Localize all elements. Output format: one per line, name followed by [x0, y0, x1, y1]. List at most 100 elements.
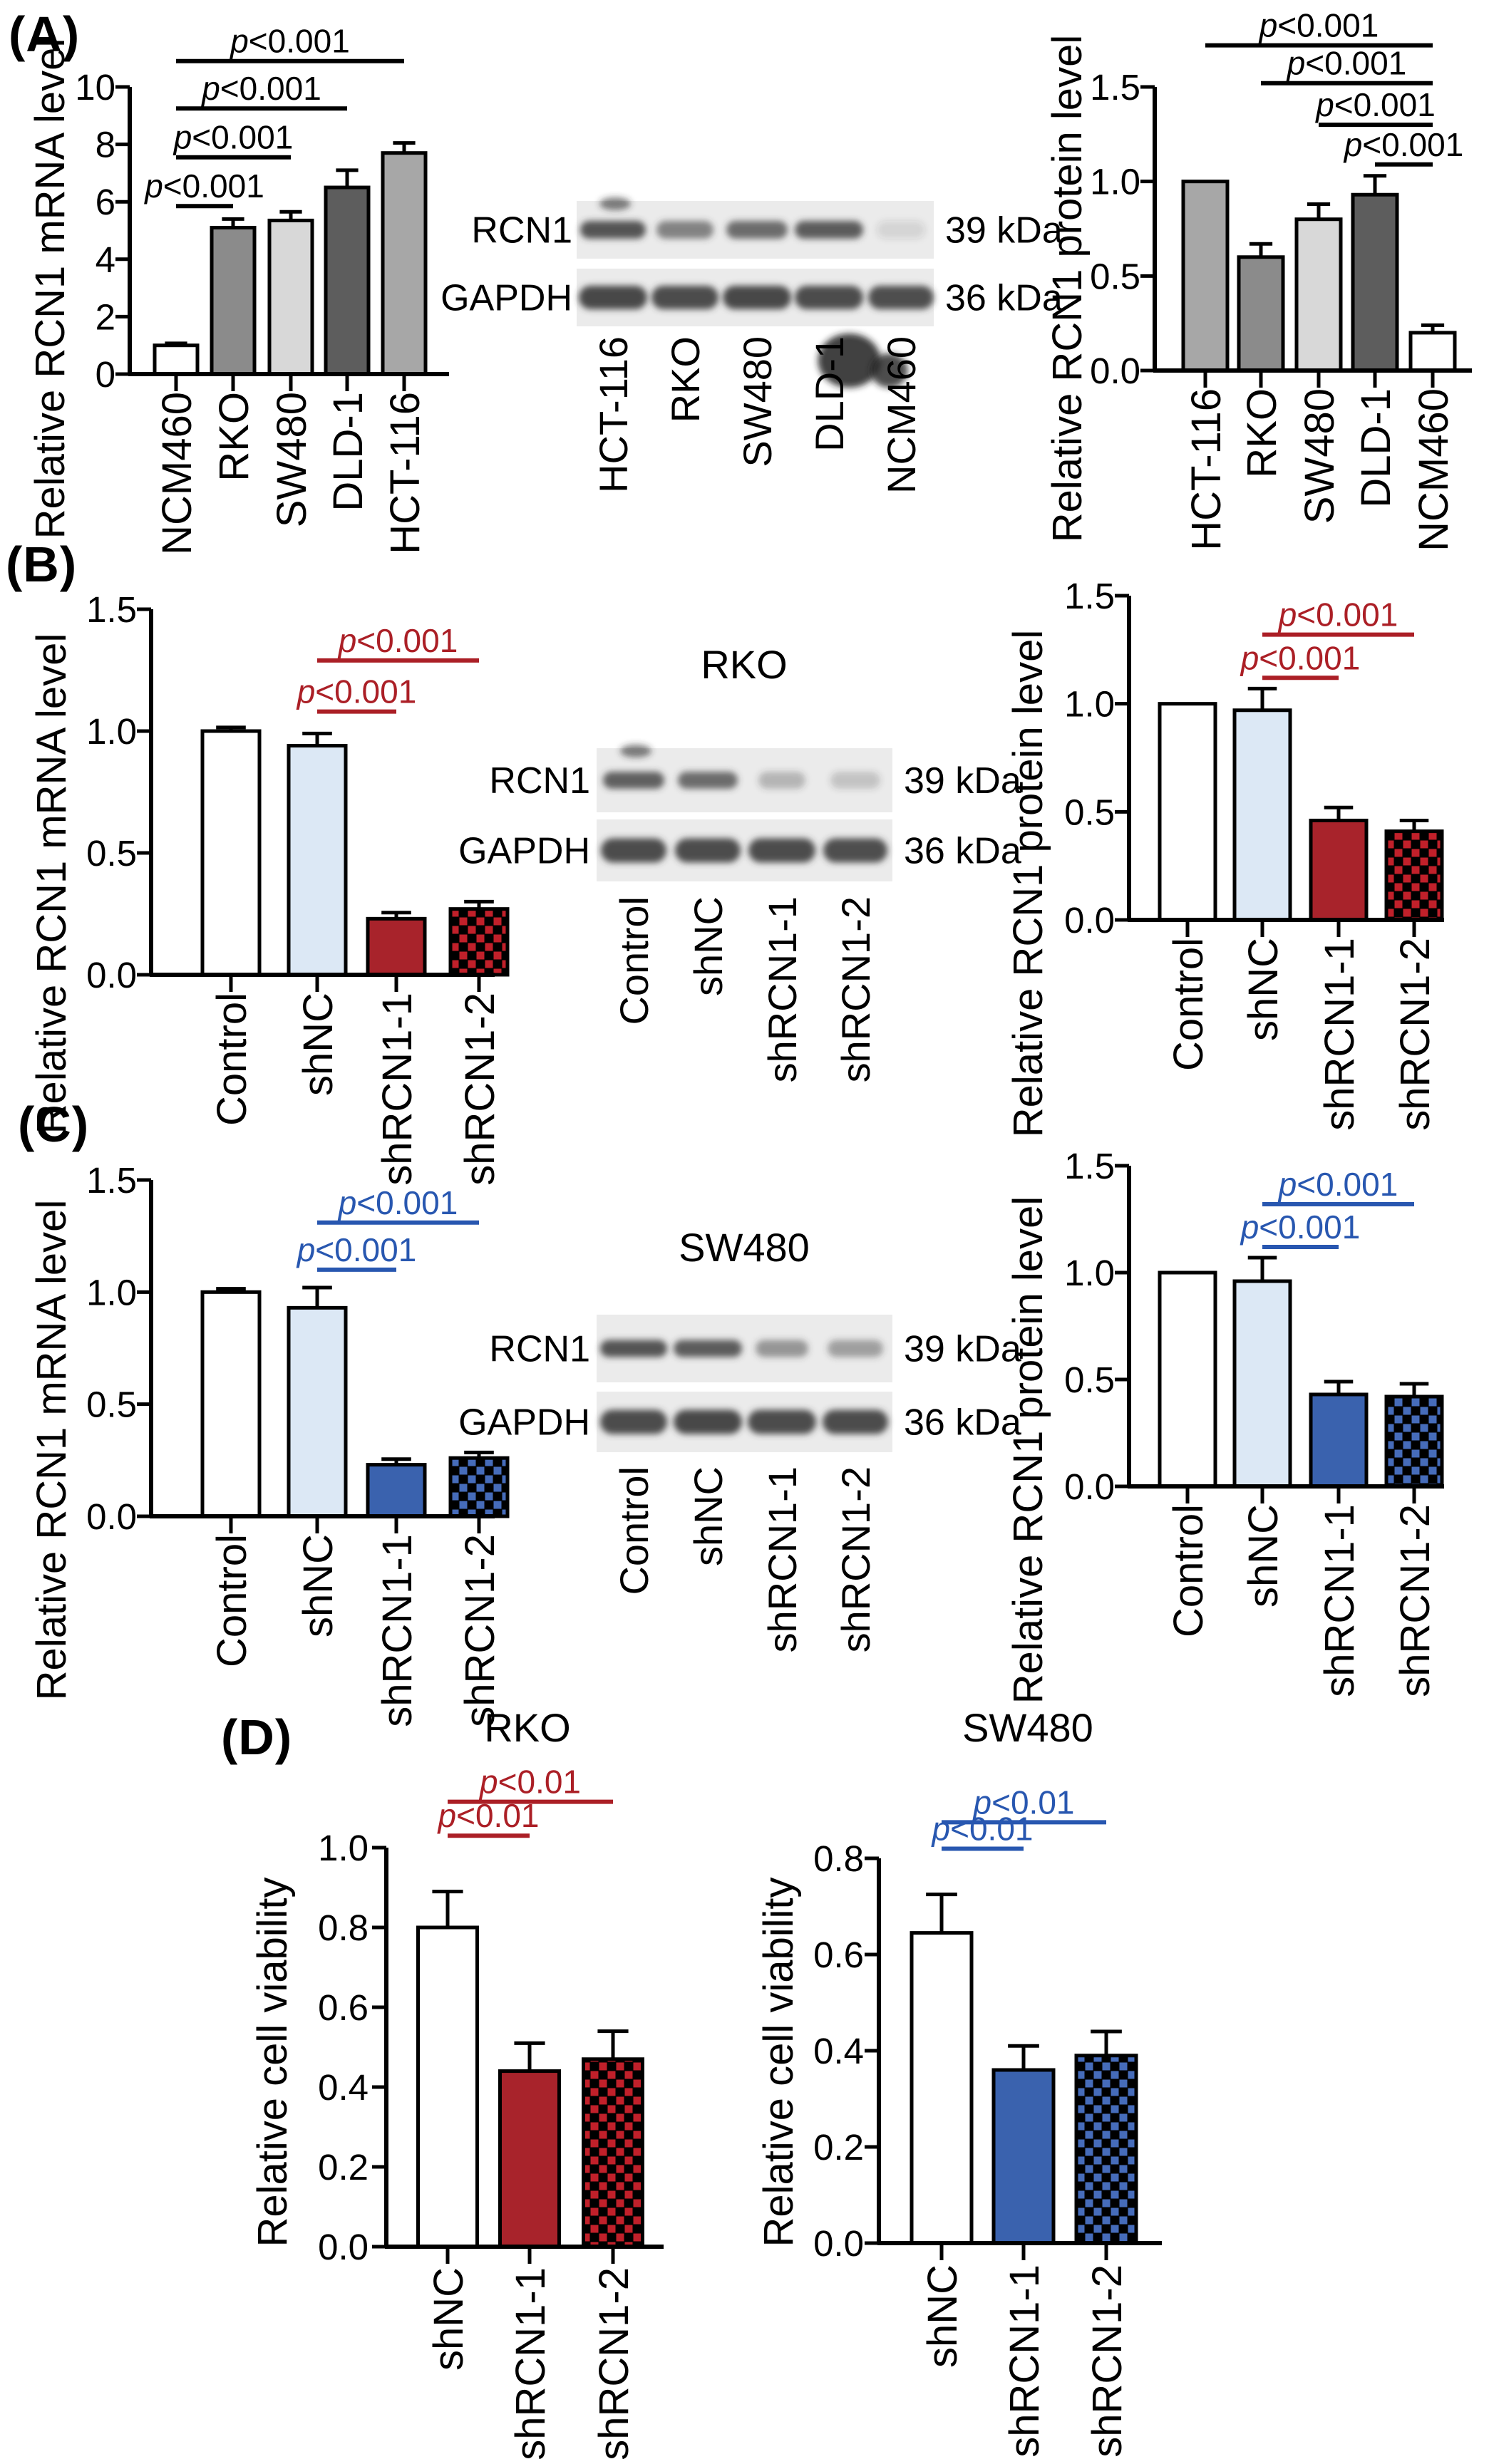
- western-blot-sw480: SW480 RCN1 39 kDa GAPDH 36 kDa Control shNC shR…: [458, 1225, 1021, 1652]
- y-tick-label: 1.0: [86, 1272, 137, 1313]
- x-category-label: Control: [209, 993, 255, 1126]
- bar-Control: [1158, 702, 1217, 922]
- x-category-label: Control: [209, 1534, 255, 1667]
- y-tick-label: 0.0: [1064, 1466, 1115, 1507]
- x-category-label: shRCN1-2: [1084, 2264, 1130, 2458]
- significance-label: p<0.001: [200, 70, 321, 107]
- x-category-label: SW480: [269, 392, 315, 527]
- bar-HCT-116: [381, 151, 428, 376]
- protein-label: GAPDH: [458, 1402, 590, 1444]
- y-axis-title: Relative RCN1 protein level: [1005, 630, 1051, 1137]
- bar-shRCN1-2: [1384, 1394, 1444, 1489]
- protein-band: [756, 1340, 808, 1357]
- blot-title: RKO: [701, 642, 787, 687]
- y-axis-title: Relative RCN1 mRNA level: [27, 38, 73, 539]
- x-category-label: shRCN1-1: [508, 2267, 554, 2460]
- bar-shRCN1-1: [498, 2069, 561, 2249]
- significance-label: p<0.001: [1314, 86, 1436, 123]
- bar-shRCN1-1: [366, 916, 427, 977]
- protein-band: [723, 286, 791, 309]
- chart-c-mrna-level: 0.0 0.5 1.0 1.5 Control shNC shRCN1-1 shRCN1-2 R…: [29, 1160, 510, 1727]
- bar-DLD-1: [324, 185, 371, 376]
- molecular-weight-label: 36 kDa: [904, 1402, 1021, 1444]
- protein-band: [748, 838, 815, 863]
- lane-label: shNC: [686, 1466, 731, 1566]
- protein-band: [600, 1409, 667, 1434]
- x-category-label: RKO: [1239, 388, 1285, 478]
- chart-d-viability-sw480: 0.0 0.2 0.4 0.6 0.8 shNC shRCN1-1 shRCN1-2 Relat…: [756, 1705, 1162, 2458]
- bar-shNC: [416, 1925, 479, 2249]
- x-category-label: shRCN1-1: [374, 1534, 421, 1727]
- y-tick-label: 0.4: [813, 2031, 864, 2071]
- molecular-weight-label: 39 kDa: [904, 1329, 1021, 1370]
- y-tick-label: 6: [96, 182, 115, 222]
- x-category-label: shRCN1-2: [1392, 1504, 1438, 1697]
- y-tick-label: 10: [75, 67, 115, 108]
- y-tick-label: 0.8: [318, 1907, 369, 1948]
- y-tick-label: 0.0: [1064, 900, 1115, 941]
- protein-band: [603, 772, 664, 789]
- western-blot-cell-lines: RCN1 39 kDa GAPDH 36 kDa HCT-116 RKO SW480 DLD-…: [440, 197, 1063, 494]
- lane-label: Control: [612, 1466, 656, 1595]
- y-tick-label: 1.0: [1064, 684, 1115, 725]
- protein-label: GAPDH: [440, 278, 572, 319]
- significance-label: p<0.001: [1286, 45, 1407, 82]
- significance-label: p<0.001: [1343, 126, 1464, 163]
- x-category-label: shNC: [1240, 938, 1287, 1041]
- blot-artifact-smudge: [818, 333, 881, 388]
- protein-label: RCN1: [489, 760, 590, 802]
- bar-shRCN1-2: [1384, 829, 1444, 922]
- x-category-label: RKO: [211, 392, 257, 482]
- chart-a-mrna-level: 0 2 4 6 8 10 NCM460 RKO SW480 DLD-1 HCT-116 Relativ…: [27, 23, 449, 555]
- y-tick-label: 0.0: [813, 2223, 864, 2264]
- lane-label: Control: [612, 896, 656, 1025]
- lane-label: SW480: [735, 336, 780, 467]
- y-tick-label: 0.0: [1090, 351, 1140, 391]
- x-category-label: DLD-1: [325, 392, 371, 512]
- lane-label: shRCN1-1: [760, 1466, 805, 1652]
- molecular-weight-label: 36 kDa: [904, 831, 1021, 872]
- panel-label-a: (A): [9, 6, 81, 62]
- bar-shRCN1-1: [991, 2068, 1056, 2245]
- lane-label: HCT-116: [591, 336, 636, 493]
- lane-label: shRCN1-2: [833, 896, 878, 1082]
- lane-label: DLD-1: [807, 336, 852, 452]
- bar-shNC: [287, 744, 348, 977]
- significance-label: p<0.001: [337, 622, 458, 659]
- lane-label: shRCN1-2: [833, 1466, 878, 1652]
- y-axis-title: Relative RCN1 mRNA level: [29, 633, 75, 1134]
- chart-title: RKO: [484, 1705, 570, 1750]
- x-category-label: Control: [1165, 1504, 1212, 1637]
- bar-shRCN1-1: [1309, 818, 1369, 922]
- y-tick-label: 1.5: [86, 1160, 137, 1201]
- panel-label-c: (C): [18, 1097, 90, 1152]
- significance-label: p<0.01: [931, 1811, 1034, 1848]
- y-axis-title: Relative RCN1 protein level: [1044, 35, 1091, 542]
- x-category-label: NCM460: [154, 392, 200, 555]
- x-category-label: shRCN1-1: [374, 993, 421, 1186]
- y-tick-label: 2: [96, 296, 115, 337]
- molecular-weight-label: 39 kDa: [945, 210, 1063, 252]
- bar-RKO: [1237, 255, 1285, 373]
- x-category-label: DLD-1: [1353, 388, 1399, 508]
- significance-label: p<0.001: [1258, 7, 1379, 44]
- y-tick-label: 0.8: [813, 1838, 864, 1879]
- significance-label: p<0.01: [478, 1764, 581, 1801]
- blot-artifact-smudge: [870, 353, 908, 388]
- y-tick-label: 0.2: [813, 2127, 864, 2168]
- significance-label: p<0.001: [1240, 639, 1361, 676]
- molecular-weight-label: 39 kDa: [904, 760, 1021, 802]
- protein-band: [579, 286, 647, 309]
- blot-title: SW480: [679, 1225, 810, 1270]
- blot-artifact-notch: [620, 745, 651, 757]
- y-tick-label: 0.5: [86, 1384, 137, 1425]
- x-category-label: shNC: [295, 1534, 341, 1637]
- y-tick-label: 0.5: [86, 833, 137, 874]
- significance-label: p<0.001: [229, 23, 350, 60]
- bar-DLD-1: [1351, 192, 1399, 373]
- chart-b-mrna-level: 0.0 0.5 1.0 1.5 Control shNC shRCN1-1 shRCN1-2 R…: [29, 589, 510, 1186]
- y-tick-label: 0: [96, 354, 115, 395]
- y-axis-title: Relative cell viability: [249, 1878, 296, 2247]
- protein-band: [678, 772, 738, 789]
- lane-label: NCM460: [879, 336, 924, 494]
